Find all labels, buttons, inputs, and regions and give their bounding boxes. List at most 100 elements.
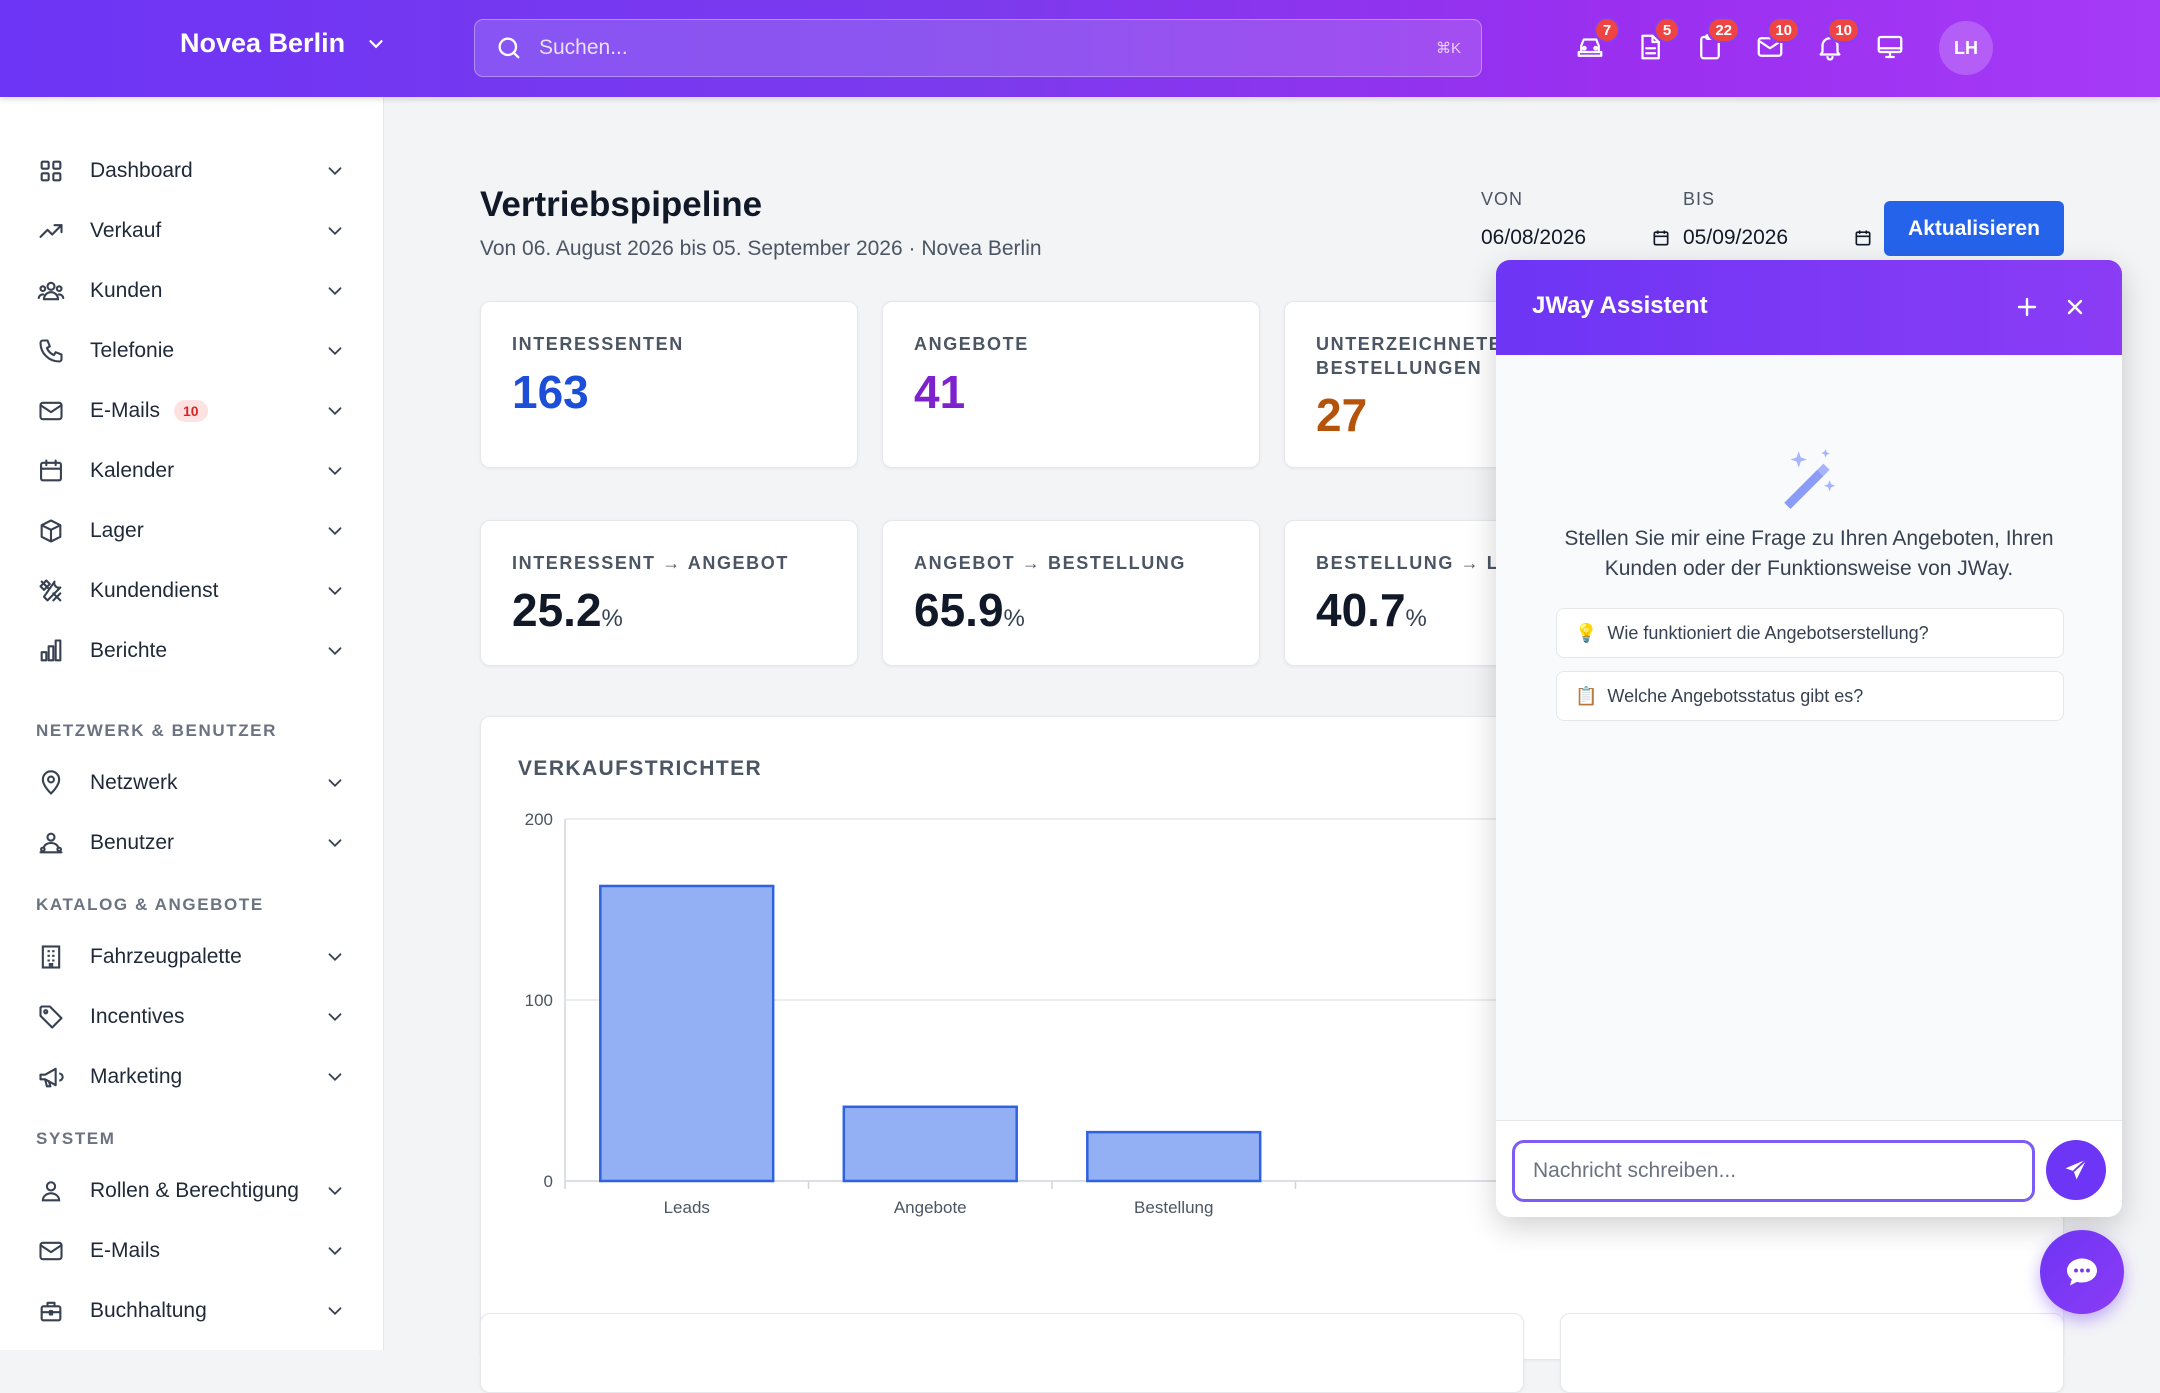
sidebar-item-kalender[interactable]: Kalender: [36, 446, 346, 496]
search-bar[interactable]: ⌘K: [474, 19, 1482, 77]
mail-button[interactable]: 10: [1752, 17, 1800, 67]
chevron-down-icon: [328, 1307, 342, 1316]
document-icon: [1641, 34, 1660, 60]
sidebar-item-kunden[interactable]: Kunden: [36, 266, 346, 316]
calendar-icon[interactable]: [1853, 228, 1873, 248]
brand-switcher[interactable]: Novea Berlin: [180, 28, 387, 59]
sidebar-item-fahrzeugpalette[interactable]: Fahrzeugpalette: [36, 932, 346, 982]
bar: [1086, 1130, 1262, 1183]
sidebar-item-emails[interactable]: E-Mails 10: [36, 386, 346, 436]
monitor-icon: [1877, 35, 1903, 59]
sidebar-item-label: E-Mails: [90, 399, 161, 422]
sidebar-item-buchhaltung[interactable]: Buchhaltung: [36, 1286, 346, 1336]
sidebar-item-verkauf[interactable]: Verkauf: [36, 206, 346, 256]
avatar[interactable]: LH: [1939, 21, 1993, 75]
sidebar-item-label: Berichte: [90, 639, 168, 662]
sidebar-item-label: Telefonie: [90, 339, 175, 362]
sidebar-item-berichte[interactable]: Berichte: [36, 626, 346, 676]
chevron-down-icon: [328, 1187, 342, 1196]
assistant-panel: JWay Assistent Stellen Sie mir eine Frag…: [1496, 260, 2122, 1217]
y-tick-label: 200: [525, 810, 553, 829]
chevron-down-icon: [328, 953, 342, 962]
y-tick-label: 0: [544, 1172, 553, 1191]
from-date-input[interactable]: 06/08/2026: [1481, 221, 1671, 255]
sidebar-item-dashboard[interactable]: Dashboard: [36, 146, 346, 196]
sidebar-item-label: Benutzer: [90, 831, 175, 854]
chevron-down-icon: [328, 1247, 342, 1256]
page-subtitle: Von 06. August 2026 bis 05. September 20…: [480, 237, 1042, 260]
mail-icon: [36, 1236, 66, 1266]
chat-fab-button[interactable]: [2040, 1230, 2124, 1314]
sidebar: Dashboard Verkauf Kunden Telefonie E-Mai…: [0, 97, 384, 1350]
kpi-value: 41: [914, 366, 966, 418]
calendar-icon[interactable]: [1651, 228, 1671, 248]
chevron-down-icon: [328, 1073, 342, 1082]
kpi-label: INTERESSENTEN: [512, 334, 684, 354]
chevron-down-icon: [328, 587, 342, 596]
briefcase-icon: [36, 1296, 66, 1326]
sidebar-item-label: Kunden: [90, 279, 163, 302]
suggestion-button[interactable]: 📋 Welche Angebotsstatus gibt es?: [1556, 671, 2064, 721]
notifications-button[interactable]: 10: [1812, 17, 1860, 67]
tools-icon: [36, 576, 66, 606]
rate-label: INTERESSENT → ANGEBOT: [512, 553, 789, 573]
display-button[interactable]: [1872, 27, 1908, 67]
notification-badge: 10: [1767, 17, 1800, 43]
chart-title: VERKAUFSTRICHTER: [518, 757, 763, 780]
user-icon: [36, 1176, 66, 1206]
sidebar-item-label: Verkauf: [90, 219, 162, 242]
assistant-description: Stellen Sie mir eine Frage zu Ihren Ange…: [1564, 527, 2054, 580]
to-date-input[interactable]: 05/09/2026: [1683, 221, 1873, 255]
brand-name: Novea Berlin: [180, 28, 346, 58]
sidebar-item-incentives[interactable]: Incentives: [36, 992, 346, 1042]
to-date-value: 05/09/2026: [1683, 226, 1789, 249]
box-icon: [36, 516, 66, 546]
new-chat-button[interactable]: [2010, 290, 2044, 324]
chevron-down-icon: [328, 839, 342, 848]
bar: [599, 884, 775, 1183]
search-input[interactable]: [539, 36, 1420, 60]
kpi-label: ANGEBOTE: [914, 334, 1029, 354]
rate-value: 25.2: [512, 584, 602, 636]
update-button[interactable]: Aktualisieren: [1884, 201, 2064, 256]
suggestion-button[interactable]: 💡 Wie funktioniert die Angebotserstellun…: [1556, 608, 2064, 658]
clipboard-icon: 📋: [1575, 685, 1598, 706]
chevron-down-icon: [328, 167, 342, 176]
car-button[interactable]: 7: [1572, 17, 1620, 67]
tasks-button[interactable]: 22: [1692, 17, 1740, 67]
location-icon: [36, 768, 66, 798]
documents-button[interactable]: 5: [1632, 17, 1680, 67]
close-assistant-button[interactable]: [2058, 290, 2092, 324]
kpi-label: UNTERZEICHNETE BESTELLUNGEN: [1316, 334, 1503, 378]
section-heading: NETZWERK & BENUTZER: [36, 721, 277, 740]
x-tick-label: Bestellung: [1134, 1198, 1213, 1217]
sidebar-item-kundendienst[interactable]: Kundendienst: [36, 566, 346, 616]
kpi-value: 27: [1316, 389, 1368, 441]
mail-icon: [36, 396, 66, 426]
sidebar-item-lager[interactable]: Lager: [36, 506, 346, 556]
notification-badge: 7: [1594, 17, 1620, 43]
rate-card-offer-order: ANGEBOT → BESTELLUNG 65.9%: [882, 520, 1260, 666]
section-heading: KATALOG & ANGEBOTE: [36, 895, 264, 914]
sidebar-item-netzwerk[interactable]: Netzwerk: [36, 758, 346, 808]
lower-card-right: [1560, 1313, 2064, 1393]
message-input[interactable]: [1512, 1140, 2035, 1202]
sidebar-item-telefonie[interactable]: Telefonie: [36, 326, 346, 376]
magic-wand-icon: [1784, 449, 1836, 509]
assistant-header: JWay Assistent: [1496, 260, 2122, 355]
sidebar-item-system-emails[interactable]: E-Mails: [36, 1226, 346, 1276]
sidebar-item-rollen[interactable]: Rollen & Berechtigung: [36, 1166, 346, 1216]
section-heading: SYSTEM: [36, 1129, 116, 1148]
sidebar-item-benutzer[interactable]: Benutzer: [36, 818, 346, 868]
sidebar-item-label: Buchhaltung: [90, 1299, 207, 1322]
lightbulb-icon: 💡: [1575, 622, 1598, 643]
send-button[interactable]: [2046, 1140, 2106, 1200]
building-icon: [36, 942, 66, 972]
car-icon: [1577, 38, 1603, 57]
kpi-value: 163: [512, 366, 589, 418]
x-tick-label: Leads: [664, 1198, 710, 1217]
sidebar-item-label: Netzwerk: [90, 771, 178, 794]
sidebar-item-label: E-Mails: [90, 1239, 161, 1262]
sidebar-item-marketing[interactable]: Marketing: [36, 1052, 346, 1102]
chat-bubble-icon: [2067, 1258, 2097, 1286]
